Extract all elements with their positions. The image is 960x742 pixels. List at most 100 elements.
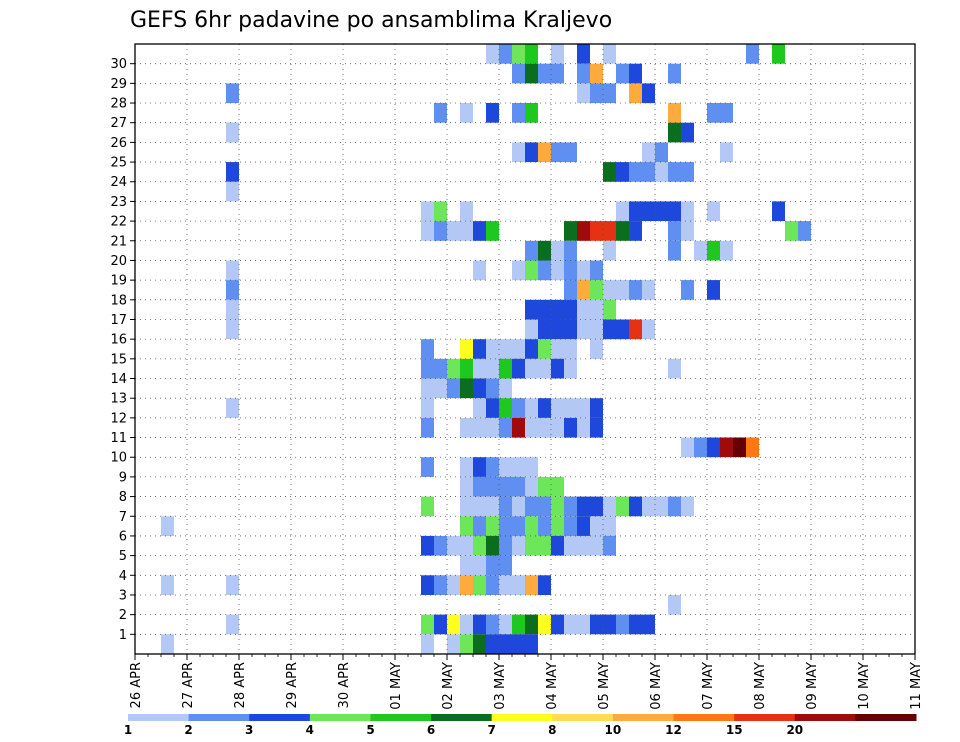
- heatmap-cell: [798, 221, 811, 241]
- heatmap-cell: [551, 358, 564, 379]
- x-tick-label: 30 APR: [337, 662, 352, 708]
- x-tick-label: 07 MAY: [701, 662, 716, 710]
- heatmap-cell: [499, 555, 512, 576]
- heatmap-cell: [486, 555, 499, 576]
- y-tick-label: 11: [110, 431, 127, 446]
- heatmap-cell: [642, 614, 655, 635]
- heatmap-cell: [421, 535, 434, 556]
- heatmap-cell: [421, 339, 434, 359]
- heatmap-cell: [538, 63, 551, 84]
- heatmap-cell: [577, 280, 590, 300]
- x-tick-label: 11 MAY: [909, 662, 924, 710]
- heatmap-cell: [603, 83, 616, 104]
- y-tick-label: 1: [119, 628, 127, 643]
- heatmap-cell: [447, 614, 460, 635]
- colorbar-segment: [249, 714, 311, 721]
- heatmap-cell: [473, 221, 486, 241]
- y-tick-label: 24: [110, 175, 127, 190]
- heatmap-cell: [538, 142, 551, 163]
- heatmap-cell: [421, 398, 434, 418]
- colorbar: 1 2 3 4 5 6 7 8 10 12 15 20: [124, 714, 917, 737]
- heatmap-cell: [473, 496, 486, 517]
- heatmap-cell: [226, 575, 239, 595]
- heatmap-cell: [434, 358, 447, 379]
- heatmap-cell: [434, 221, 447, 241]
- heatmap-cell: [434, 103, 447, 123]
- heatmap-cell: [460, 614, 473, 635]
- heatmap-cell: [499, 339, 512, 359]
- heatmap-cell: [603, 44, 616, 64]
- heatmap-cell: [486, 476, 499, 497]
- heatmap-cell: [486, 614, 499, 635]
- heatmap-cell: [538, 339, 551, 359]
- heatmap-cell: [720, 437, 733, 458]
- heatmap-cell: [460, 221, 473, 241]
- y-tick-label: 25: [110, 156, 127, 171]
- heatmap-cell: [668, 221, 681, 241]
- heatmap-cell: [434, 535, 447, 556]
- heatmap-cell: [499, 634, 512, 654]
- heatmap-cell: [421, 221, 434, 241]
- heatmap-cell: [486, 378, 499, 399]
- heatmap-cell: [564, 398, 577, 418]
- heatmap-cell: [486, 44, 499, 64]
- heatmap-cell: [525, 457, 538, 477]
- heatmap-cell: [551, 299, 564, 320]
- heatmap-cell: [447, 378, 460, 399]
- heatmap-cell: [551, 417, 564, 438]
- heatmap-cell: [226, 122, 239, 143]
- heatmap-cell: [512, 476, 525, 497]
- heatmap-cell: [590, 319, 603, 340]
- heatmap-cell: [564, 240, 577, 261]
- heatmap-cell: [603, 319, 616, 340]
- heatmap-cell: [681, 280, 694, 300]
- heatmap-cell: [525, 535, 538, 556]
- heatmap-cell: [616, 280, 629, 300]
- heatmap-cell: [707, 201, 720, 222]
- heatmap-cell: [421, 378, 434, 399]
- colorbar-label: 4: [306, 723, 314, 737]
- heatmap-cell: [499, 516, 512, 536]
- heatmap-cell: [512, 535, 525, 556]
- heatmap-cell: [512, 339, 525, 359]
- heatmap-cell: [434, 201, 447, 222]
- heatmap-cell: [772, 44, 785, 64]
- colorbar-label: 8: [548, 723, 556, 737]
- heatmap-cell: [473, 476, 486, 497]
- heatmap-cell: [226, 83, 239, 104]
- heatmap-cell: [564, 614, 577, 635]
- heatmap-cell: [226, 299, 239, 320]
- heatmap-cell: [512, 457, 525, 477]
- heatmap-cell: [473, 378, 486, 399]
- heatmap-cell: [421, 358, 434, 379]
- heatmap-cell: [512, 142, 525, 163]
- heatmap-cell: [460, 201, 473, 222]
- heatmap-cell: [668, 496, 681, 517]
- colorbar-segment: [673, 714, 735, 721]
- x-tick-label: 10 MAY: [857, 662, 872, 710]
- heatmap-cell: [694, 240, 707, 261]
- heatmap-cell: [577, 83, 590, 104]
- heatmap-cell: [603, 535, 616, 556]
- heatmap-cell: [642, 319, 655, 340]
- heatmap-cell: [473, 614, 486, 635]
- heatmap-cell: [512, 103, 525, 123]
- heatmap-cell: [551, 339, 564, 359]
- heatmap-cell: [525, 339, 538, 359]
- heatmap-cell: [629, 221, 642, 241]
- heatmap-cell: [525, 240, 538, 261]
- heatmap-cell: [512, 358, 525, 379]
- heatmap-cell: [655, 162, 668, 182]
- heatmap-cell: [616, 319, 629, 340]
- heatmap-cell: [226, 260, 239, 281]
- x-tick-label: 28 APR: [233, 662, 248, 708]
- heatmap-cell: [486, 575, 499, 595]
- heatmap-cell: [512, 614, 525, 635]
- heatmap-cell: [629, 83, 642, 104]
- heatmap-cell: [616, 221, 629, 241]
- y-tick-label: 21: [110, 234, 127, 249]
- heatmap-cell: [616, 614, 629, 635]
- heatmap-cell: [434, 378, 447, 399]
- x-tick-label: 06 MAY: [649, 662, 664, 710]
- colorbar-segment: [188, 714, 250, 721]
